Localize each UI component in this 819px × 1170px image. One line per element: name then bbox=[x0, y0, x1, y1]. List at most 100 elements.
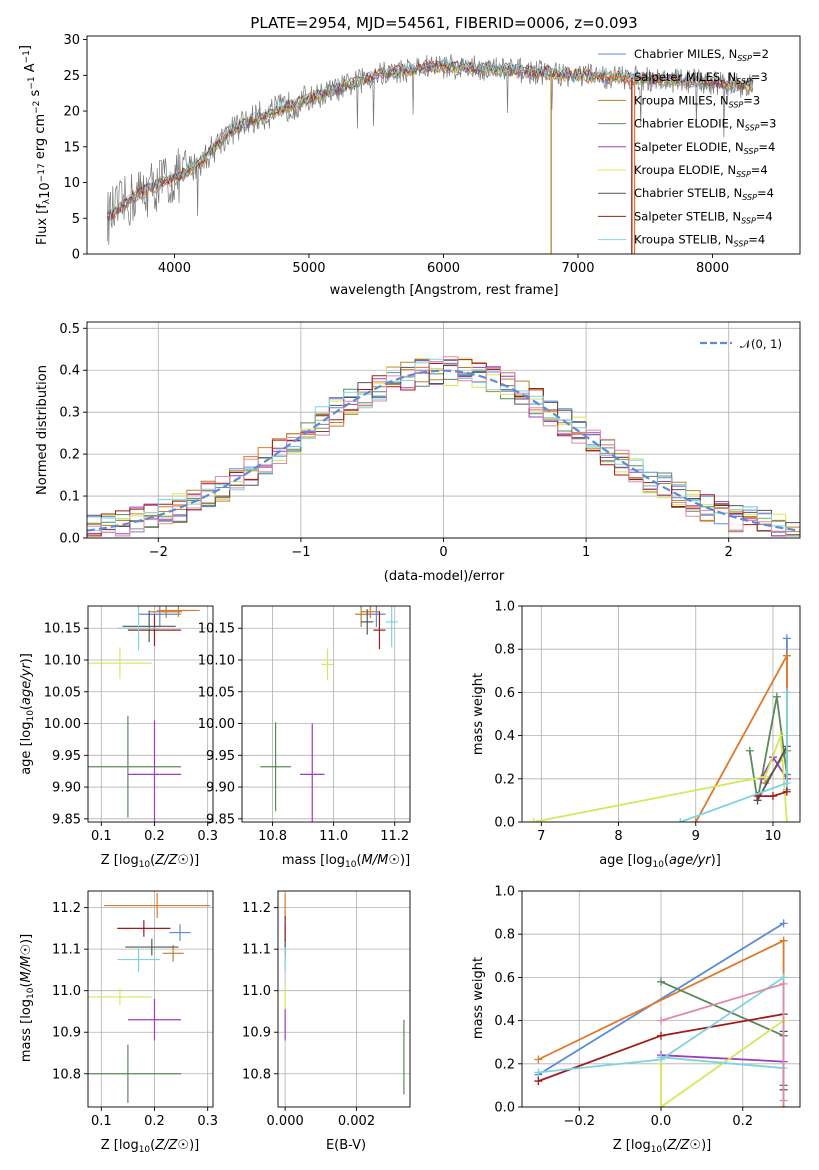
panel-spectrum: 4000 5000 6000 7000 8000 0 5 10 15 20 25 30 waveleng… bbox=[18, 33, 801, 298]
spectrum-model-line bbox=[106, 57, 754, 217]
weight-marker bbox=[657, 1016, 665, 1025]
x-tick-label: 4000 bbox=[158, 261, 191, 276]
y-tick-label: 0 bbox=[72, 248, 80, 263]
x-tick-label: 7000 bbox=[561, 261, 594, 276]
plot-area-age-vs-mass bbox=[260, 606, 398, 822]
weight-marker bbox=[529, 818, 538, 822]
x-tick-label: −2 bbox=[149, 545, 168, 560]
x-tick-label: 0.0 bbox=[651, 1114, 672, 1129]
y-tick-label: 20 bbox=[63, 105, 80, 120]
x-tick-label: −0.2 bbox=[563, 1114, 595, 1129]
panel-weight-vs-age: 7 8 9 10 0.0 0.2 0.4 0.6 0.8 1.0 age [log10(age/yr… bbox=[471, 600, 801, 870]
y-tick-label: 1.0 bbox=[494, 600, 515, 615]
x-tick-label: 11.0 bbox=[319, 829, 348, 844]
y-tick-label: 10.10 bbox=[198, 654, 235, 669]
y-tick-label: 0.0 bbox=[494, 816, 515, 831]
plot-area-mass-vs-Z bbox=[88, 893, 211, 1103]
y-axis-label: mass [log10(M/M☉)] bbox=[19, 934, 36, 1062]
x-tick-label: 1 bbox=[582, 545, 590, 560]
spectrum-model-line bbox=[106, 61, 754, 220]
legend-entry: 𝒩(0, 1) bbox=[740, 337, 782, 351]
y-tick-label: 10.9 bbox=[242, 1026, 271, 1041]
panel-age-vs-mass: 10.8 11.0 11.2 9.85 9.90 9.95 10.00 10.05 10.10 1… bbox=[198, 605, 411, 870]
y-tick-label: 9.90 bbox=[206, 781, 235, 796]
y-tick-label: 0.0 bbox=[494, 1101, 515, 1116]
gaussian-curve bbox=[87, 369, 800, 532]
legend-entry: Kroupa STELIB, NSSP=4 bbox=[634, 233, 765, 249]
y-tick-label: 10 bbox=[63, 176, 80, 191]
weight-marker bbox=[782, 688, 791, 697]
y-tick-label: 0.2 bbox=[494, 1057, 515, 1072]
y-tick-label: 5 bbox=[72, 212, 80, 227]
x-axis-label: wavelength [Angstrom, rest frame] bbox=[330, 283, 559, 298]
weight-marker bbox=[657, 1053, 665, 1062]
plot-area-age-vs-Z bbox=[88, 606, 200, 822]
weight-line bbox=[660, 1054, 784, 1063]
x-tick-label: 0.002 bbox=[338, 1114, 375, 1129]
x-tick-label: 0.000 bbox=[267, 1114, 304, 1129]
y-tick-label: 0.4 bbox=[494, 729, 515, 744]
y-tick-label: 9.85 bbox=[52, 812, 81, 827]
x-tick-label: 2 bbox=[725, 545, 733, 560]
y-tick-label: 15 bbox=[63, 140, 80, 155]
weight-marker bbox=[782, 818, 791, 822]
y-tick-label: 10.9 bbox=[52, 1026, 81, 1041]
y-tick-label: 11.1 bbox=[52, 943, 81, 958]
y-tick-label: 25 bbox=[63, 69, 80, 84]
weight-marker bbox=[657, 1103, 665, 1107]
x-tick-label: 0.1 bbox=[91, 829, 112, 844]
weight-marker bbox=[676, 818, 685, 822]
legend-entry: Kroupa MILES, NSSP=3 bbox=[634, 93, 760, 109]
legend-entry: Chabrier MILES, NSSP=2 bbox=[634, 47, 769, 63]
axes-frame bbox=[87, 605, 214, 823]
legend-entry: Salpeter MILES, NSSP=3 bbox=[634, 70, 768, 86]
weight-marker bbox=[782, 779, 791, 788]
y-tick-label: 0.0 bbox=[59, 532, 80, 547]
y-tick-label: 1.0 bbox=[494, 885, 515, 900]
legend-entry: Salpeter STELIB, NSSP=4 bbox=[634, 209, 773, 225]
weight-marker bbox=[534, 1055, 543, 1064]
y-tick-label: 10.00 bbox=[44, 717, 81, 732]
x-tick-label: 10.8 bbox=[258, 829, 287, 844]
x-tick-label: 10 bbox=[765, 829, 782, 844]
panel-residuals: −2 −1 0 1 2 0.0 0.1 0.2 0.3 0.4 0.5 (data-model)/er… bbox=[35, 321, 801, 584]
legend-entry: Salpeter ELODIE, NSSP=4 bbox=[634, 140, 775, 156]
panel-mass-vs-Z: 0.1 0.2 0.3 10.8 10.9 11.0 11.1 11.2 Z [log10(Z/… bbox=[19, 890, 218, 1155]
y-tick-label: 0.2 bbox=[494, 772, 515, 787]
x-tick-label: 5000 bbox=[292, 261, 325, 276]
x-axis-label: E(B-V) bbox=[326, 1138, 366, 1153]
axes-frame bbox=[87, 890, 214, 1108]
legend: Chabrier MILES, NSSP=2 Salpeter MILES, NS… bbox=[598, 47, 776, 249]
x-axis-label: Z [log10(Z/Z☉)] bbox=[613, 1138, 711, 1155]
y-tick-label: 9.95 bbox=[52, 749, 81, 764]
x-axis-label: mass [log10(M/M☉)] bbox=[282, 853, 410, 870]
y-tick-label: 10.00 bbox=[198, 717, 235, 732]
weight-marker bbox=[691, 818, 700, 822]
y-axis-label: Flux [fλ10−17 erg cm−2 s−1 A−1] bbox=[18, 45, 53, 245]
y-tick-label: 0.3 bbox=[59, 406, 80, 421]
x-tick-label: 0.2 bbox=[144, 1114, 165, 1129]
x-axis-label: Z [log10(Z/Z☉)] bbox=[101, 1138, 199, 1155]
axes-frame bbox=[277, 890, 411, 1108]
x-tick-label: 9 bbox=[692, 829, 700, 844]
axes-frame bbox=[241, 605, 411, 823]
y-tick-label: 0.6 bbox=[494, 686, 515, 701]
y-tick-label: 11.1 bbox=[242, 943, 271, 958]
y-axis-label: mass weight bbox=[471, 673, 486, 755]
axes-frame bbox=[521, 605, 801, 823]
y-axis-label: Normed distribution bbox=[35, 365, 50, 495]
y-tick-label: 10.15 bbox=[198, 622, 235, 637]
plot-area-weight-vs-age bbox=[529, 634, 791, 822]
weight-marker bbox=[782, 651, 791, 660]
x-tick-label: 0.3 bbox=[197, 829, 218, 844]
plot-area-weight-vs-Z bbox=[534, 919, 788, 1107]
x-axis-label: age [log10(age/yr)] bbox=[599, 853, 721, 870]
weight-marker bbox=[772, 692, 781, 701]
weight-marker bbox=[534, 1077, 543, 1086]
weight-marker bbox=[779, 936, 788, 945]
legend-entry: Kroupa ELODIE, NSSP=4 bbox=[634, 163, 768, 179]
weight-marker bbox=[782, 787, 791, 796]
y-tick-label: 0.4 bbox=[494, 1014, 515, 1029]
x-tick-label: −1 bbox=[291, 545, 310, 560]
x-tick-label: 6000 bbox=[427, 261, 460, 276]
